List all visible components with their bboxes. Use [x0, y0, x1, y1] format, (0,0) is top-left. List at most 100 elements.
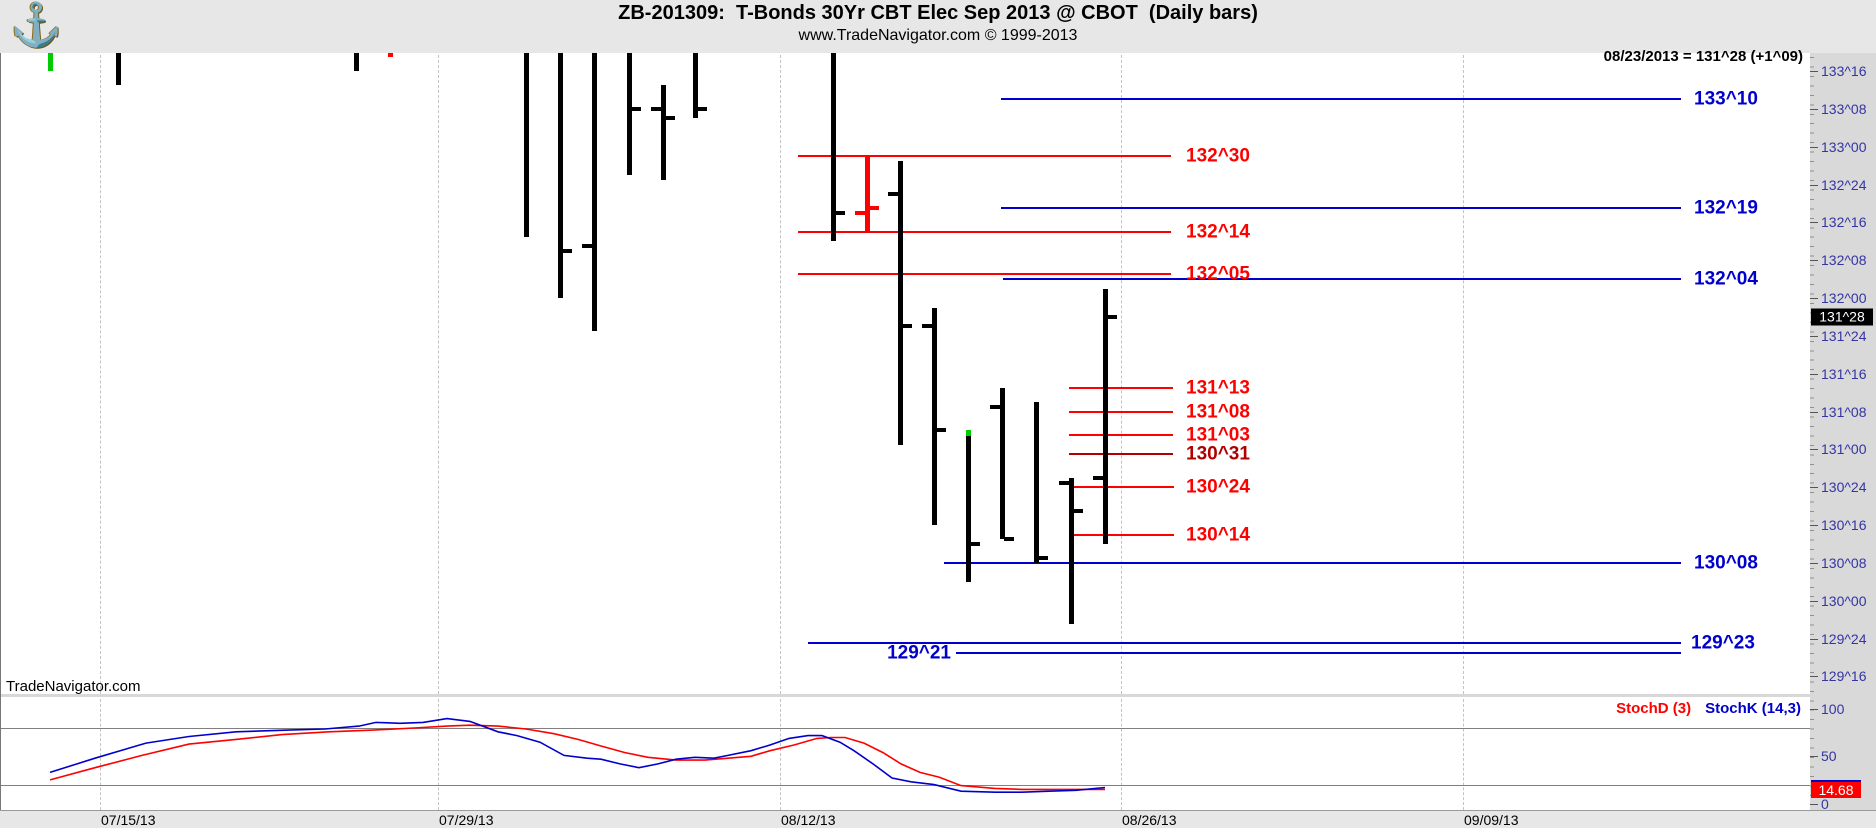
axis-tick-label: 131^24 — [1821, 327, 1867, 344]
open-tick — [990, 404, 1000, 409]
level-price-label: 131^13 — [1186, 377, 1250, 399]
ohlc-bar — [558, 53, 563, 299]
level-price-label: 132^30 — [1186, 145, 1250, 167]
axis-tick — [1810, 600, 1818, 602]
level-price-label: 133^10 — [1694, 88, 1758, 110]
close-tick — [1073, 508, 1083, 513]
anchor-icon: ⚓ — [10, 1, 63, 48]
level-price-label: 130^14 — [1186, 524, 1250, 546]
level-price-label: 132^14 — [1186, 221, 1250, 243]
axis-tick — [1810, 803, 1818, 805]
ohlc-bar — [1034, 402, 1039, 563]
vertical-gridline — [1463, 55, 1464, 694]
price-panel[interactable]: 133^10 132^19 132^04 130^08 129^23 129^21 132^… — [1, 53, 1811, 694]
vertical-gridline — [438, 55, 439, 694]
support-line — [1001, 98, 1681, 101]
ohlc-bar — [627, 53, 632, 176]
axis-tick — [1810, 638, 1818, 640]
support-line — [944, 561, 1681, 564]
ohlc-bar — [898, 160, 903, 445]
close-tick — [562, 248, 572, 253]
ohlc-bar — [1103, 288, 1108, 544]
axis-tick-label: 0 — [1821, 795, 1829, 812]
stochk-last-marker — [1811, 779, 1861, 782]
resistance-line — [1069, 386, 1173, 389]
resistance-line — [798, 273, 1171, 276]
stochd-curve — [49, 724, 1105, 791]
axis-tick — [1810, 449, 1818, 451]
open-tick — [651, 106, 661, 111]
ohlc-bar — [524, 53, 529, 237]
current-price-tag: 131^28 — [1811, 308, 1873, 326]
axis-tick-label: 133^00 — [1821, 138, 1867, 155]
resistance-line — [1071, 533, 1174, 536]
close-tick — [665, 116, 675, 121]
stoch-level-line — [1, 728, 1811, 730]
chart-canvas[interactable]: 133^10 132^19 132^04 130^08 129^23 129^21 132^… — [0, 48, 1811, 810]
stoch-value-tag: 14.68 — [1811, 779, 1861, 798]
axis-tick — [1810, 756, 1818, 758]
level-price-label: 129^21 — [887, 642, 951, 664]
chart-header: ⚓ ZB-201309: T-Bonds 30Yr CBT Elec Sep 2… — [0, 0, 1876, 54]
support-line — [956, 651, 1681, 654]
axis-tick-label: 129^16 — [1821, 668, 1867, 685]
stochastic-curves — [49, 717, 1106, 793]
resistance-line — [1069, 453, 1173, 456]
close-tick — [970, 542, 980, 546]
level-price-label: 130^24 — [1186, 476, 1250, 498]
axis-tick — [1810, 184, 1818, 186]
axis-tick-label: 132^24 — [1821, 176, 1867, 193]
axis-tick — [1810, 411, 1818, 413]
axis-tick — [1810, 562, 1818, 564]
close-tick — [1107, 314, 1117, 319]
vertical-gridline — [100, 699, 101, 810]
axis-tick-label: 132^16 — [1821, 214, 1867, 231]
open-tick — [1093, 475, 1103, 480]
date-label: 08/12/13 — [781, 812, 836, 828]
axis-minor-ticks — [1810, 57, 1814, 805]
ohlc-bar — [1000, 387, 1005, 540]
vertical-gridline — [1121, 699, 1122, 810]
axis-tick-label: 133^16 — [1821, 63, 1867, 79]
stochk-curve — [49, 717, 1106, 793]
ohlc-bar — [693, 53, 698, 119]
close-tick — [835, 210, 845, 215]
axis-tick-label: 50 — [1821, 748, 1837, 765]
close-tick — [1038, 556, 1048, 561]
stochk-legend-label: StochK (14,3) — [1705, 700, 1801, 717]
axis-tick — [1810, 487, 1818, 489]
level-price-label: 132^04 — [1694, 268, 1758, 290]
ohlc-bar — [354, 53, 359, 71]
stochd-legend-label: StochD (3) — [1616, 700, 1692, 717]
close-tick — [631, 106, 641, 111]
support-line — [808, 642, 1681, 645]
axis-tick — [1810, 525, 1818, 527]
panel-separator — [1, 694, 1811, 697]
open-tick — [922, 324, 932, 329]
ohlc-bar — [966, 435, 971, 582]
ohlc-bar — [116, 53, 121, 86]
close-tick — [869, 206, 879, 211]
stochastic-panel[interactable] — [1, 697, 1811, 810]
vertical-gridline — [1121, 55, 1122, 694]
ohlc-bar — [831, 53, 836, 242]
ohlc-bar — [865, 156, 870, 232]
stoch-level-line — [1, 784, 1811, 786]
vertical-gridline — [780, 699, 781, 810]
close-tick — [1004, 537, 1014, 542]
level-price-label: 132^05 — [1186, 263, 1250, 285]
resistance-line — [1069, 486, 1174, 489]
open-tick — [582, 244, 592, 248]
ohlc-bar — [592, 53, 597, 332]
axis-tick — [1810, 373, 1818, 375]
vertical-gridline — [1463, 699, 1464, 810]
axis-tick — [1810, 260, 1818, 262]
date-axis[interactable]: 07/15/13 07/29/13 08/12/13 08/26/13 09/09/13 — [0, 810, 1876, 828]
axis-tick-label: 132^00 — [1821, 290, 1867, 307]
axis-tick — [1810, 298, 1818, 300]
vertical-gridline — [100, 55, 101, 694]
axis-tick-label: 130^00 — [1821, 592, 1867, 609]
price-axis[interactable]: 133^16 133^08 133^00 132^24 132^16 132^08 132^… — [1810, 53, 1876, 812]
axis-tick-label: 129^24 — [1821, 630, 1867, 647]
